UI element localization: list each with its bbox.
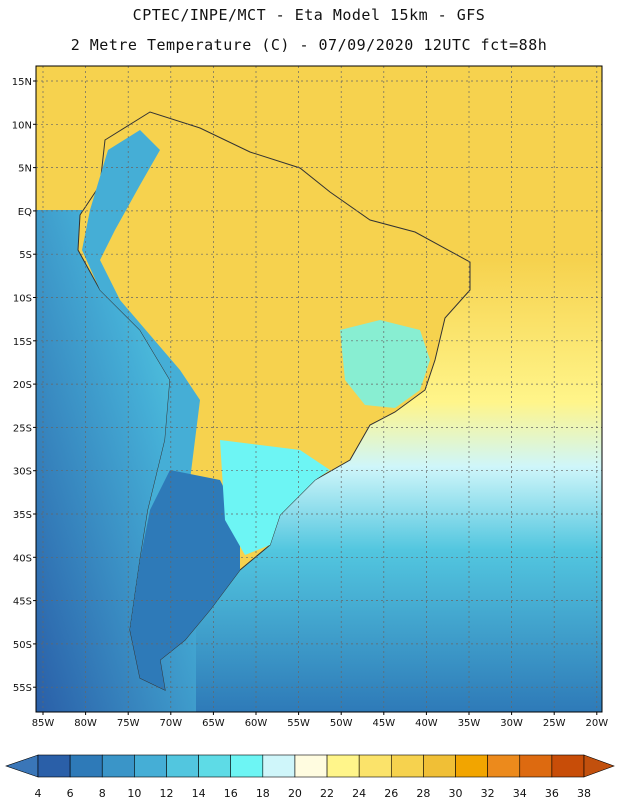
colorbar-label: 16: [224, 787, 238, 800]
colorbar-segment: [198, 754, 232, 778]
colorbar-segment: [37, 754, 71, 778]
colorbar-label: 28: [416, 787, 430, 800]
colorbar-high-arrow: [583, 754, 615, 778]
lon-tick-label: 80W: [74, 718, 97, 729]
lon-tick-label: 55W: [287, 718, 310, 729]
colorbar-label: 14: [192, 787, 206, 800]
colorbar-segment: [134, 754, 167, 778]
lon-tick-label: 20W: [585, 718, 608, 729]
colorbar-segment: [230, 754, 264, 778]
colorbar-label: 34: [513, 787, 527, 800]
lat-tick-label: 5N: [18, 164, 32, 175]
colorbar-segment: [390, 754, 424, 778]
colorbar-segment: [455, 754, 488, 778]
southern-cool-region: [220, 440, 330, 555]
lat-tick-label: EQ: [18, 207, 32, 218]
colorbar-segment: [262, 754, 296, 778]
colorbar-segment: [358, 754, 392, 778]
lat-tick-label: 40S: [13, 553, 32, 564]
lon-tick-label: 85W: [32, 718, 55, 729]
colorbar-label: 20: [288, 787, 302, 800]
lon-tick-label: 60W: [245, 718, 268, 729]
lat-tick-label: 55S: [13, 683, 32, 694]
lat-tick-label: 10S: [13, 294, 32, 305]
colorbar-label: 18: [256, 787, 270, 800]
lon-tick-label: 35W: [458, 718, 481, 729]
lon-tick-label: 30W: [500, 718, 523, 729]
chart-title: CPTEC/INPE/MCT - Eta Model 15km - GFS: [132, 6, 486, 24]
colorbar-segment: [487, 754, 521, 778]
colorbar-segment: [326, 754, 360, 778]
lon-tick-label: 65W: [202, 718, 225, 729]
colorbar-label: 6: [67, 787, 74, 800]
lon-tick-label: 70W: [159, 718, 182, 729]
colorbar-label: 38: [577, 787, 591, 800]
colorbar-segment: [69, 754, 103, 778]
lat-tick-label: 10N: [12, 120, 32, 131]
southeast-brazil-cool-patch: [340, 320, 430, 408]
colorbar-label: 10: [127, 787, 141, 800]
colorbar-segment: [423, 754, 456, 778]
caribbean-region: [36, 66, 602, 215]
colorbar-label: 24: [352, 787, 366, 800]
colorbar-segment: [551, 754, 585, 778]
colorbar-segment: [294, 754, 328, 778]
colorbar-label: 32: [481, 787, 495, 800]
lat-tick-label: 15S: [13, 337, 32, 348]
colorbar-low-arrow: [5, 754, 39, 778]
colorbar-segment: [519, 754, 553, 778]
lat-tick-label: 25S: [13, 423, 32, 434]
lon-tick-label: 75W: [117, 718, 140, 729]
lon-tick-label: 50W: [330, 718, 353, 729]
patagonia-cold-region: [130, 470, 240, 690]
lat-tick-label: 30S: [13, 467, 32, 478]
lat-tick-label: 20S: [13, 380, 32, 391]
colorbar-label: 12: [159, 787, 173, 800]
lon-tick-label: 25W: [543, 718, 566, 729]
lat-tick-label: 50S: [13, 640, 32, 651]
map-frame: [35, 65, 603, 713]
colorbar-label: 30: [449, 787, 463, 800]
colorbar-label: 22: [320, 787, 334, 800]
lat-tick-label: 35S: [13, 510, 32, 521]
lat-tick-label: 45S: [13, 597, 32, 608]
colorbar-segment: [166, 754, 199, 778]
colorbar-segment: [101, 754, 135, 778]
chart-subtitle: 2 Metre Temperature (C) - 07/09/2020 12U…: [70, 36, 548, 54]
colorbar-label: 4: [35, 787, 42, 800]
lon-tick-label: 40W: [415, 718, 438, 729]
colorbar-label: 26: [384, 787, 398, 800]
lat-lon-gridlines: [36, 66, 602, 712]
colorbar-label: 8: [99, 787, 106, 800]
lon-tick-label: 45W: [372, 718, 395, 729]
lat-tick-label: 15N: [12, 77, 32, 88]
lat-tick-label: 5S: [19, 250, 32, 261]
temperature-colorbar: [5, 754, 615, 778]
colorbar-label: 36: [545, 787, 559, 800]
